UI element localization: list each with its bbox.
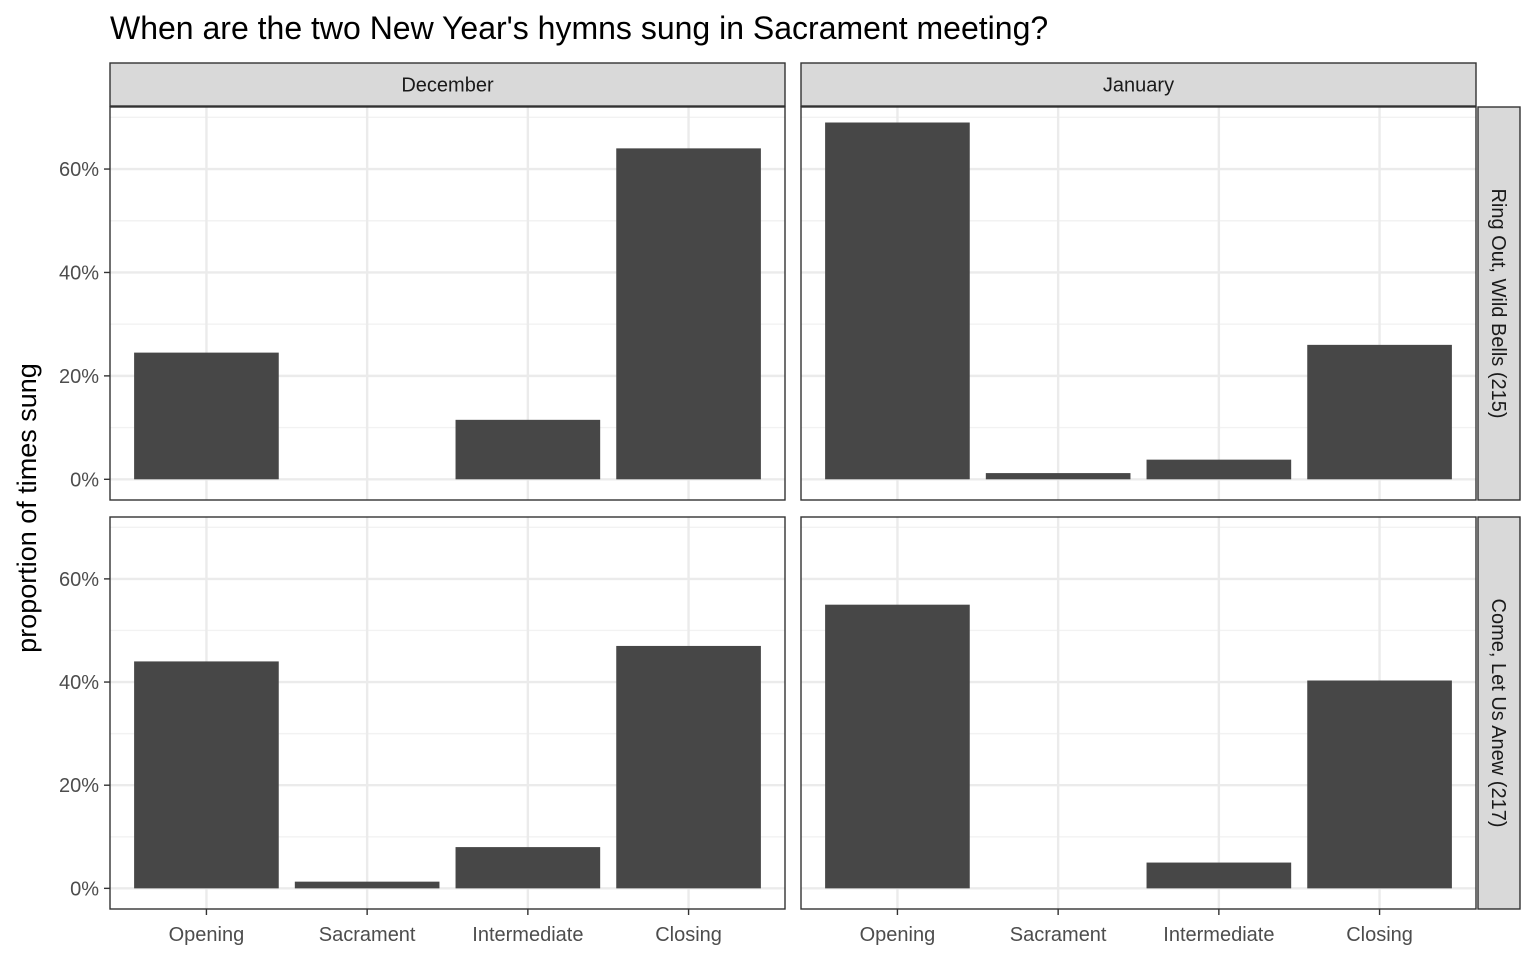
bar-closing	[1307, 344, 1452, 480]
y-tick-label: 20%	[59, 775, 99, 797]
y-tick-label: 40%	[59, 262, 99, 284]
panel-0-1	[109, 516, 786, 910]
facet-label-row-1: Come, Let Us Anew (217)	[1487, 599, 1509, 828]
bar-sacrament	[294, 881, 440, 889]
y-tick-label: 0%	[70, 878, 99, 900]
x-tick-label: Closing	[1346, 924, 1413, 946]
bar-intermediate	[1146, 862, 1292, 889]
y-tick-label: 60%	[59, 159, 99, 181]
panel-0-0	[109, 106, 786, 501]
bar-opening	[825, 122, 970, 480]
facet-strip-row	[1477, 516, 1521, 910]
facet-label-january: January	[1103, 75, 1174, 97]
bar-closing	[616, 148, 761, 480]
x-tick-label: Closing	[655, 924, 722, 946]
y-tick-label: 0%	[70, 469, 99, 491]
bar-opening	[134, 661, 279, 889]
y-tick-label: 40%	[59, 672, 99, 694]
y-tick-label: 20%	[59, 366, 99, 388]
facet-label-row-0: Ring Out, Wild Bells (215)	[1487, 188, 1509, 418]
panel-1-0	[800, 106, 1477, 501]
x-tick-label: Opening	[860, 924, 936, 946]
bar-opening	[134, 352, 279, 480]
panel-border	[800, 516, 1477, 910]
x-tick-label: Intermediate	[1163, 924, 1274, 946]
facet-strip-column	[800, 62, 1477, 107]
x-tick-label: Sacrament	[1010, 924, 1107, 946]
bar-intermediate	[455, 419, 601, 480]
panel-border	[109, 516, 786, 910]
facet-label-december: December	[401, 75, 494, 97]
chart-title: When are the two New Year's hymns sung i…	[110, 10, 1048, 46]
bar-closing	[616, 645, 761, 889]
facet-strip-row	[1477, 106, 1521, 501]
panel-border	[800, 106, 1477, 501]
x-tick-label: Intermediate	[472, 924, 583, 946]
bar-closing	[1307, 680, 1452, 889]
x-tick-label: Opening	[169, 924, 245, 946]
y-tick-label: 60%	[59, 569, 99, 591]
bar-intermediate	[1146, 459, 1292, 480]
bar-intermediate	[455, 847, 601, 889]
bar-sacrament	[985, 473, 1131, 480]
x-tick-label: Sacrament	[319, 924, 416, 946]
bar-opening	[825, 604, 970, 889]
panel-1-1	[800, 516, 1477, 910]
y-axis-title: proportion of times sung	[12, 363, 42, 653]
chart-panels: 0% 20% 40% 60% 0% 20% 40% 60% Opening Sacrament In…	[59, 62, 1521, 946]
panel-border	[109, 106, 786, 501]
facet-strip-column	[109, 62, 786, 107]
